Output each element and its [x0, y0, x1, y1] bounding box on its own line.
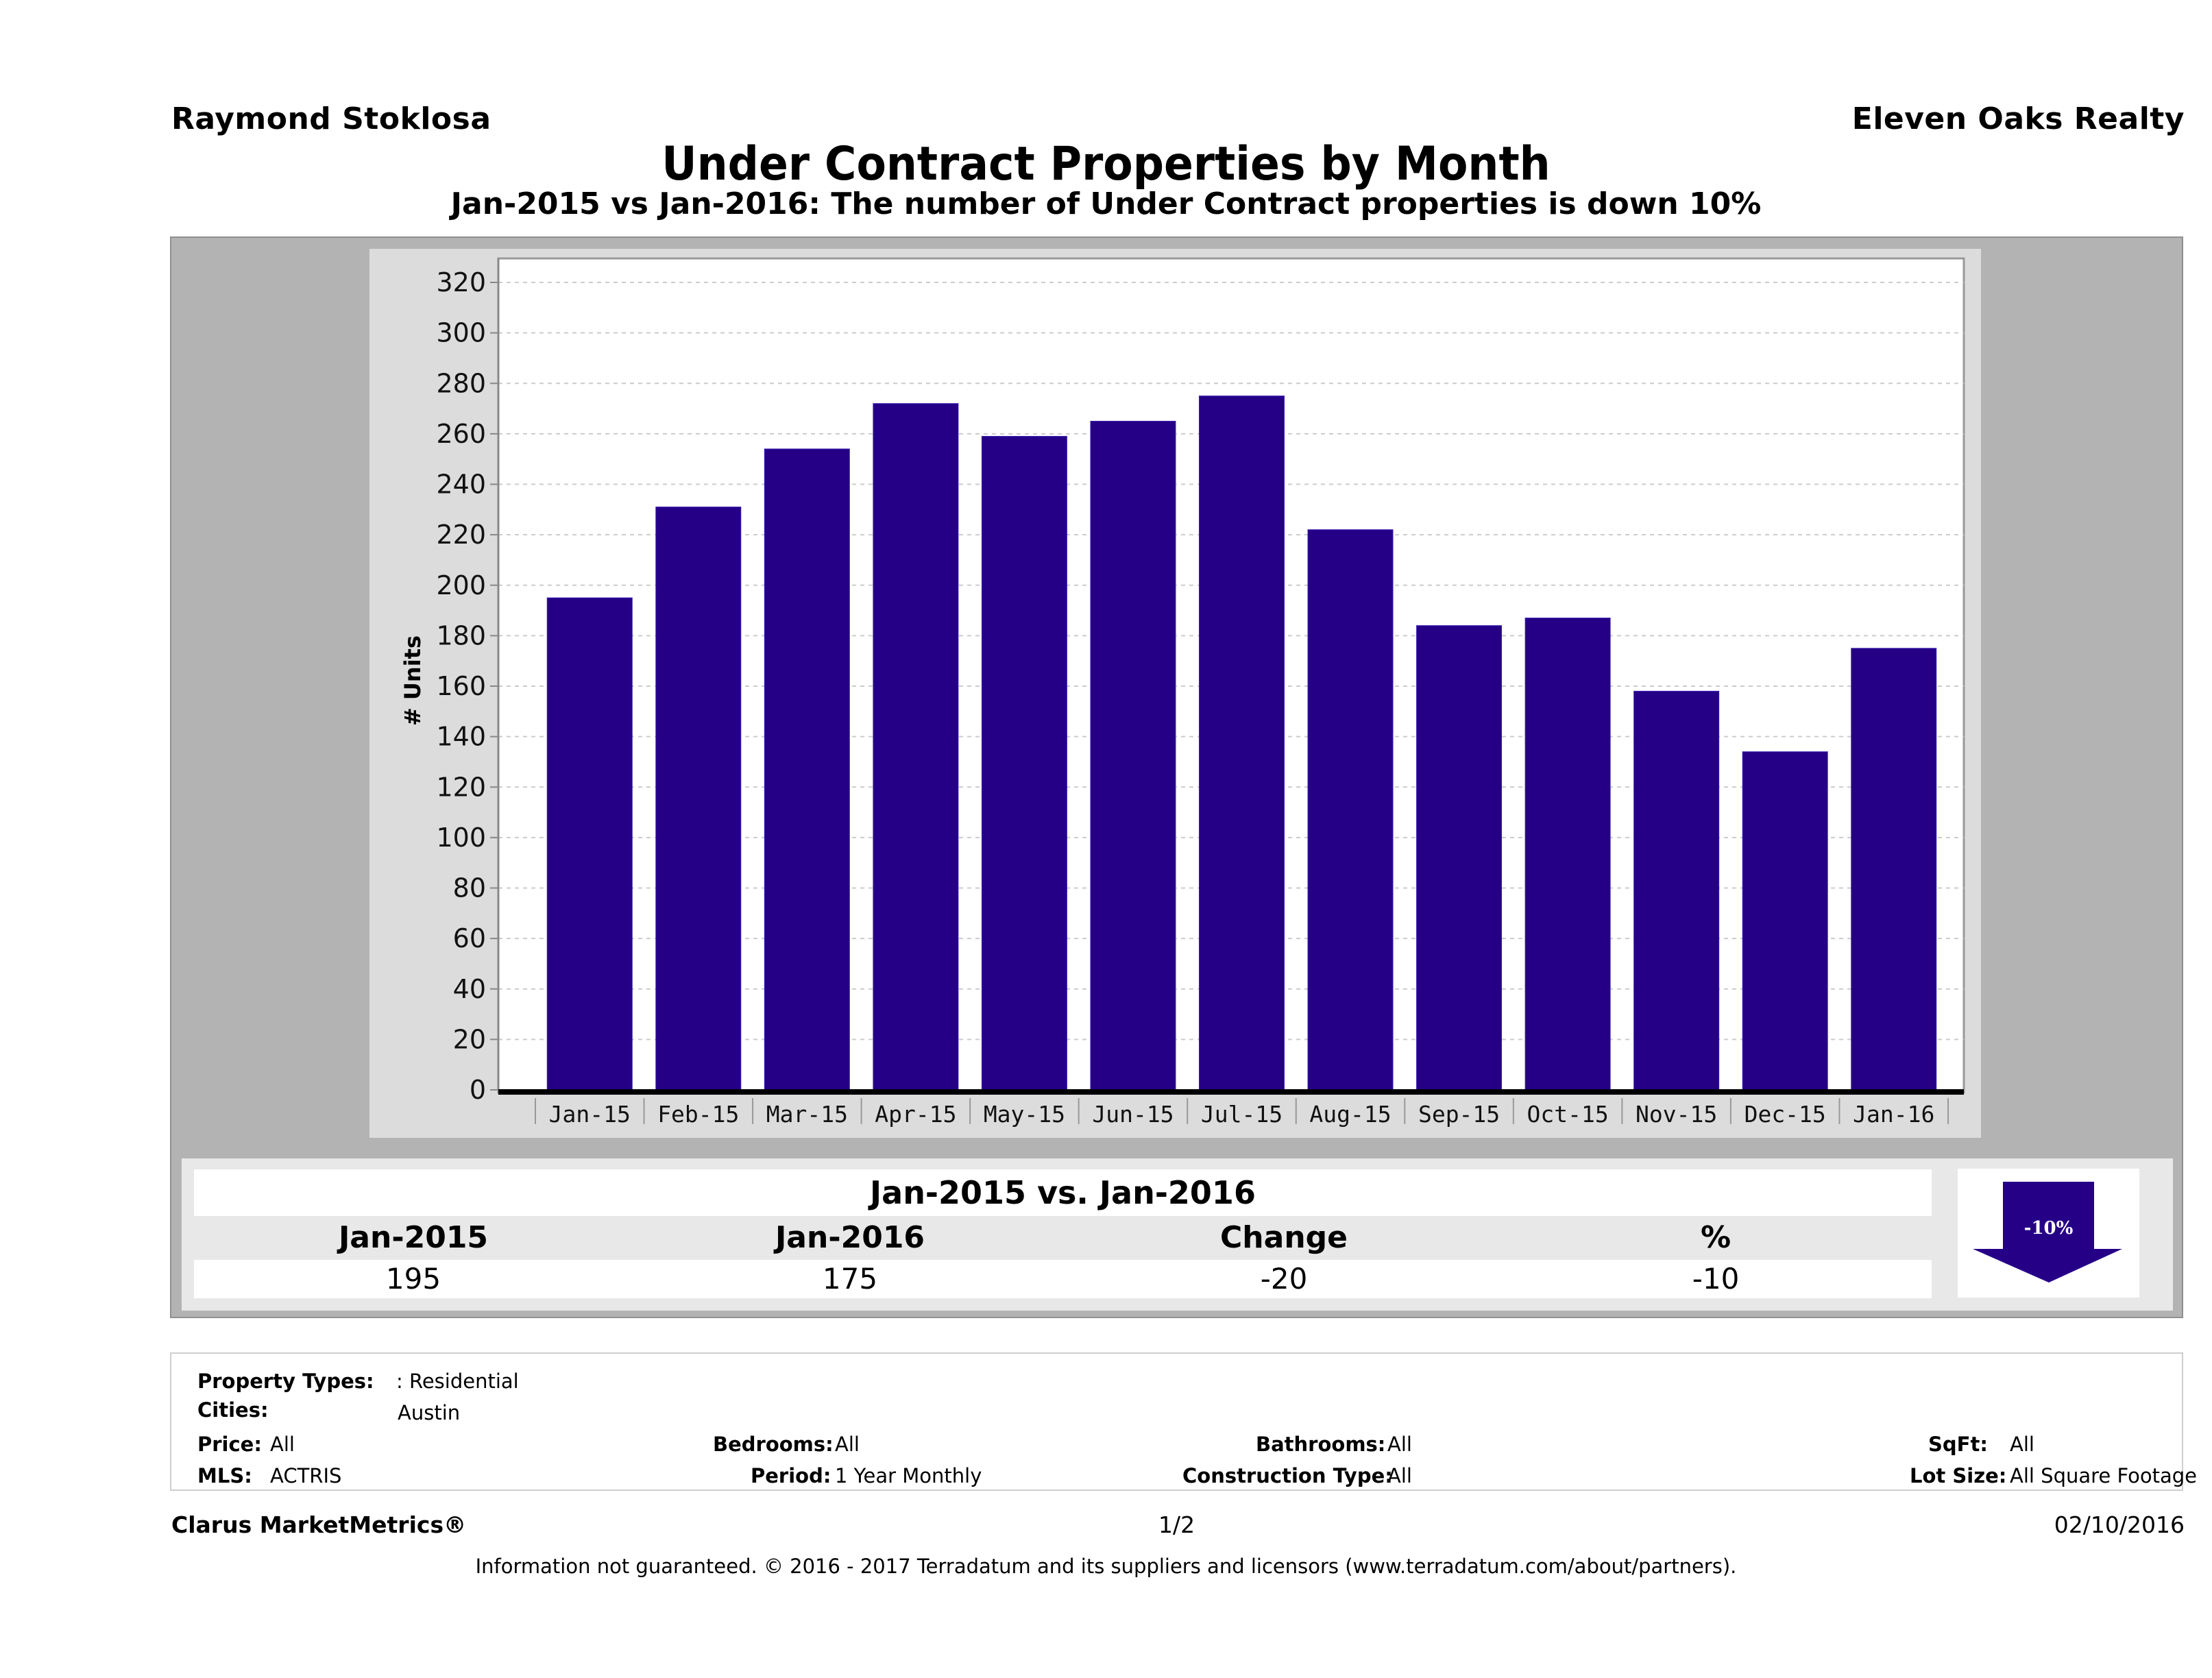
filter-label-price: Price: [197, 1433, 262, 1456]
x-tick-label: Jan-16 [1853, 1101, 1934, 1128]
summary-value-jan-2016: 175 [822, 1262, 878, 1296]
y-tick-label: 100 [436, 823, 486, 853]
filter-label-period: Period: [751, 1464, 831, 1487]
x-tick-label: Jun-15 [1092, 1101, 1174, 1128]
filter-label-sqft: SqFt: [1928, 1433, 1988, 1456]
bar-jan-16 [1851, 648, 1937, 1091]
report-subtitle: Jan-2015 vs Jan-2016: The number of Unde… [450, 186, 1762, 221]
filter-label-lot-size: Lot Size: [1910, 1464, 2007, 1487]
change-badge: -10% [1958, 1169, 2139, 1298]
y-tick-label: 300 [436, 318, 486, 348]
bar-chart: 0 20 40 60 80 100 120 140 160 180 200 220 240 260 280 3… [400, 257, 1965, 1128]
bar-sep-15 [1416, 625, 1503, 1091]
x-tick-label: Feb-15 [657, 1101, 739, 1128]
bar-jan-15 [546, 597, 633, 1091]
y-tick-label: 0 [470, 1075, 486, 1105]
y-tick-label: 260 [436, 419, 486, 449]
filter-value-bedrooms: All [835, 1433, 860, 1456]
change-badge-label: -10% [2023, 1218, 2074, 1239]
summary-header-percent: % [1700, 1220, 1731, 1255]
filter-label-bedrooms: Bedrooms: [713, 1433, 834, 1456]
filter-value-sqft: All [2010, 1433, 2034, 1456]
x-tick-label: May-15 [984, 1101, 1065, 1128]
down-arrow-icon [1973, 1182, 2122, 1282]
y-tick-label: 220 [436, 520, 486, 550]
bar-aug-15 [1307, 529, 1394, 1091]
summary-header-row: Jan-2015 Jan-2016 Change % [194, 1216, 1932, 1260]
filter-value-mls: ACTRIS [270, 1464, 342, 1487]
x-tick-label: Mar-15 [766, 1101, 848, 1128]
product-name: Clarus MarketMetrics® [171, 1511, 467, 1538]
x-tick-label: Dec-15 [1745, 1101, 1826, 1128]
filter-label-cities: Cities: [197, 1398, 269, 1422]
summary-value-jan-2015: 195 [385, 1262, 441, 1296]
filter-value-property-types: : Residential [396, 1370, 519, 1393]
summary-header-jan-2016: Jan-2016 [775, 1220, 925, 1255]
summary-title: Jan-2015 vs. Jan-2016 [194, 1169, 1932, 1216]
bar-oct-15 [1524, 618, 1611, 1091]
page-number: 1/2 [1158, 1511, 1195, 1538]
bar-jul-15 [1199, 396, 1285, 1091]
y-tick-label: 60 [453, 923, 486, 953]
y-tick-label: 160 [436, 671, 486, 701]
x-tick-label: Jan-15 [549, 1101, 631, 1128]
x-axis: Jan-15 Feb-15 Mar-15 Apr-15 May-15 Jun-15 Jul-… [498, 1089, 1964, 1128]
y-tick-label: 40 [453, 974, 486, 1004]
filter-value-lot-size: All Square Footage [2010, 1464, 2198, 1487]
report-date: 02/10/2016 [2054, 1511, 2185, 1538]
filter-label-construction-type: Construction Type: [1182, 1464, 1393, 1487]
summary-value-row: 195 175 -20 -10 [194, 1260, 1932, 1298]
y-tick-label: 200 [436, 570, 486, 600]
filter-label-bathrooms: Bathrooms: [1256, 1433, 1386, 1456]
filter-value-price: All [270, 1433, 295, 1456]
x-tick-label: Apr-15 [875, 1101, 956, 1128]
summary-value-percent: -10 [1692, 1262, 1740, 1296]
x-tick-label: Aug-15 [1309, 1101, 1391, 1128]
y-tick-label: 20 [453, 1024, 486, 1054]
summary-header-change: Change [1220, 1220, 1348, 1255]
y-tick-label: 280 [436, 368, 486, 398]
y-tick-label: 240 [436, 470, 486, 500]
disclaimer: Information not guaranteed. © 2016 - 201… [475, 1555, 1737, 1578]
bar-jun-15 [1090, 420, 1176, 1091]
filters-panel [170, 1352, 2183, 1491]
y-tick-label: 320 [436, 267, 486, 297]
y-tick-label: 140 [436, 722, 486, 752]
bar-mar-15 [764, 448, 850, 1091]
x-tick-label: Sep-15 [1418, 1101, 1500, 1128]
x-tick-label: Oct-15 [1527, 1101, 1609, 1128]
bar-feb-15 [655, 507, 742, 1091]
filter-value-cities: Austin [398, 1401, 461, 1424]
bar-may-15 [981, 436, 1067, 1091]
y-tick-label: 80 [453, 873, 486, 903]
bar-nov-15 [1633, 690, 1720, 1091]
bars [546, 396, 1937, 1091]
filter-label-mls: MLS: [197, 1464, 252, 1487]
filter-value-period: 1 Year Monthly [835, 1464, 982, 1487]
brokerage-name: Eleven Oaks Realty [1851, 101, 2185, 136]
summary-header-jan-2015: Jan-2015 [338, 1220, 489, 1255]
bar-apr-15 [873, 403, 959, 1091]
filter-value-construction-type: All [1387, 1464, 1412, 1487]
y-axis-label: # Units [400, 635, 426, 726]
filter-label-property-types: Property Types: [197, 1370, 374, 1393]
x-tick-label: Nov-15 [1636, 1101, 1717, 1128]
y-tick-label: 180 [436, 620, 486, 650]
x-tick-label: Jul-15 [1201, 1101, 1283, 1128]
y-axis: 0 20 40 60 80 100 120 140 160 180 200 220 240 260 280 3… [436, 258, 500, 1105]
summary-value-change: -20 [1260, 1262, 1308, 1296]
agent-name: Raymond Stoklosa [171, 101, 491, 136]
y-tick-label: 120 [436, 772, 486, 802]
filter-value-bathrooms: All [1387, 1433, 1412, 1456]
report-title: Under Contract Properties by Month [661, 137, 1551, 191]
bar-dec-15 [1742, 751, 1828, 1091]
